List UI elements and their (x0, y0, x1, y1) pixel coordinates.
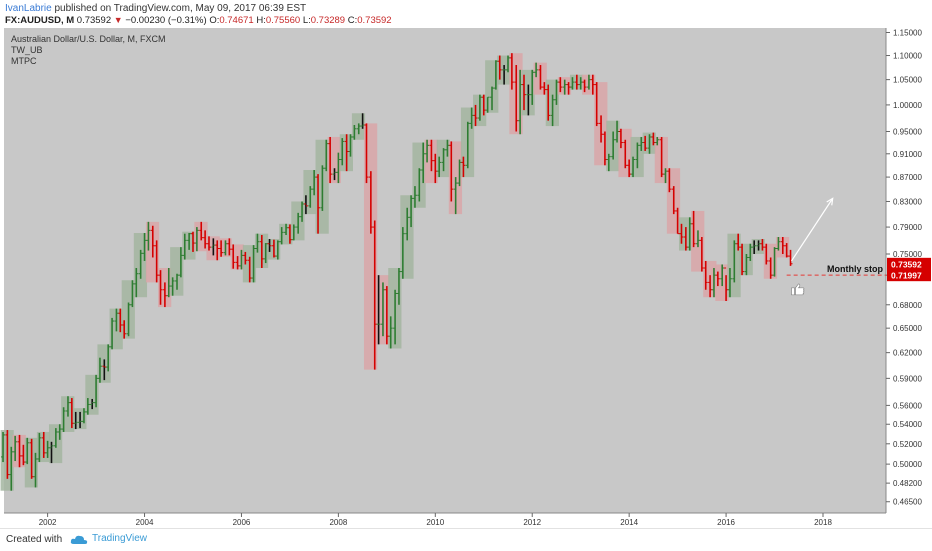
y-tick-label: 0.75000 (893, 250, 922, 259)
low-value: 0.73289 (310, 15, 346, 26)
y-tick-label: 0.79000 (893, 223, 922, 232)
y-tick-label: 0.87000 (893, 173, 922, 182)
ohlc-line: FX:AUDUSD, M 0.73592 ▼ −0.00230 (−0.31%)… (5, 15, 392, 26)
open-value: 0.74671 (219, 15, 254, 26)
x-tick-label: 2006 (233, 518, 251, 527)
price-chart[interactable]: 1.15000 1.10000 1.05000 1.00000 0.95000 0.910… (0, 28, 932, 528)
high-label: H: (256, 15, 266, 26)
change-value: −0.00230 (−0.31%) (125, 15, 207, 26)
low-label: L: (302, 15, 311, 26)
tradingview-brand-link[interactable]: TradingView (92, 533, 148, 544)
time-axis[interactable] (0, 513, 886, 528)
x-tick-label: 2004 (136, 518, 154, 527)
publish-line: IvanLabrie published on TradingView.com,… (5, 3, 306, 14)
symbol-label[interactable]: FX:AUDUSD, M (5, 15, 75, 26)
x-tick-label: 2016 (717, 518, 735, 527)
author-link[interactable]: IvanLabrie (5, 3, 52, 14)
y-tick-label: 0.54000 (893, 420, 922, 429)
y-tick-label: 0.65000 (893, 324, 922, 333)
y-tick-label: 0.91000 (893, 150, 922, 159)
quarter-box (363, 123, 378, 370)
y-tick-label: 0.59000 (893, 374, 922, 383)
projection-arrow-head (826, 197, 834, 206)
x-tick-label: 2010 (426, 518, 444, 527)
y-tick-label: 0.46500 (893, 498, 922, 507)
y-tick-label: 0.62000 (893, 349, 922, 358)
y-tick-label: 1.10000 (893, 52, 922, 61)
thumbs-up-icon[interactable] (791, 283, 805, 296)
publish-header: IvanLabrie published on TradingView.com,… (0, 0, 932, 28)
stop-price-label: 0.71997 (891, 271, 922, 281)
last-price: 0.73592 (76, 15, 112, 26)
y-tick-label: 1.05000 (893, 76, 922, 85)
x-tick-label: 2014 (620, 518, 638, 527)
current-price-label: 0.73592 (891, 259, 922, 269)
y-tick-label: 1.15000 (893, 28, 922, 37)
open-label: O: (209, 15, 220, 26)
x-tick-label: 2002 (39, 518, 57, 527)
projection-arrow[interactable] (790, 198, 834, 262)
quarter-box (170, 247, 184, 296)
y-tick-label: 0.56000 (893, 401, 922, 410)
tradingview-cloud-icon (70, 535, 88, 544)
created-with-text: Created with (6, 534, 63, 545)
x-tick-label: 2018 (814, 518, 832, 527)
triangle-down-icon: ▼ (113, 15, 123, 25)
y-tick-label: 0.50000 (893, 460, 922, 469)
legend-indicator-mtpc[interactable]: MTPC (11, 56, 37, 66)
close-value: 0.73592 (357, 15, 392, 26)
high-value: 0.75560 (265, 15, 301, 26)
y-tick-label: 0.52000 (893, 440, 922, 449)
legend-indicator-tw-ub[interactable]: TW_UB (11, 45, 43, 55)
y-tick-label: 0.68000 (893, 301, 922, 310)
x-tick-label: 2012 (523, 518, 541, 527)
chart-legend: Australian Dollar/U.S. Dollar, M, FXCM T… (11, 34, 166, 67)
footer: Created with TradingView (0, 528, 932, 551)
quarter-box (485, 60, 499, 113)
y-tick-label: 0.83000 (893, 197, 922, 206)
y-tick-label: 1.00000 (893, 101, 922, 110)
current-price-label-bg (887, 257, 931, 270)
published-text: published on TradingView.com, May 09, 20… (54, 3, 307, 14)
legend-title: Australian Dollar/U.S. Dollar, M, FXCM (11, 34, 166, 44)
x-tick-label: 2008 (329, 518, 347, 527)
chart-area[interactable]: 1.15000 1.10000 1.05000 1.00000 0.95000 0.910… (0, 28, 932, 528)
quarter-box (327, 136, 341, 184)
stop-price-label-bg (887, 269, 931, 282)
close-label: C: (347, 15, 358, 26)
y-tick-label: 0.48200 (893, 479, 922, 488)
monthly-stop-annotation[interactable]: Monthly stop (827, 264, 883, 274)
y-tick-label: 0.95000 (893, 127, 922, 136)
